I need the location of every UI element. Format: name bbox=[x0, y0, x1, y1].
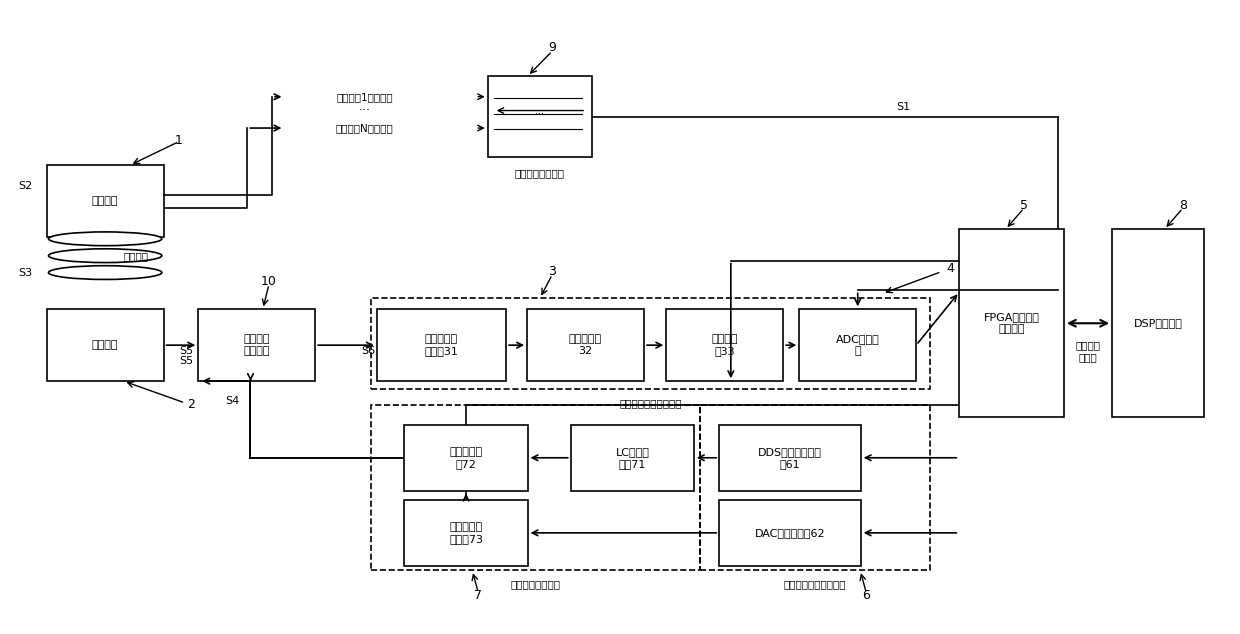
Text: S6: S6 bbox=[361, 346, 376, 356]
Text: 5: 5 bbox=[1021, 199, 1028, 212]
Bar bbox=[404, 500, 528, 566]
Bar bbox=[527, 309, 644, 381]
Text: 发射线圈1耦合信号: 发射线圈1耦合信号 bbox=[336, 92, 393, 102]
Text: 7: 7 bbox=[475, 589, 482, 602]
Text: 10: 10 bbox=[262, 275, 277, 288]
Ellipse shape bbox=[48, 249, 161, 262]
Ellipse shape bbox=[48, 232, 161, 245]
Text: 发射线圈: 发射线圈 bbox=[92, 197, 118, 206]
Text: 1: 1 bbox=[175, 134, 184, 146]
Text: 加法运算
电路模块: 加法运算 电路模块 bbox=[243, 334, 270, 356]
Text: 信号放大滤波调理模块: 信号放大滤波调理模块 bbox=[620, 398, 682, 408]
Bar bbox=[570, 425, 694, 491]
Text: S5: S5 bbox=[180, 356, 193, 366]
Text: 9: 9 bbox=[548, 41, 557, 55]
Bar bbox=[960, 230, 1064, 417]
Bar bbox=[377, 309, 506, 381]
Text: 带通滤波器
32: 带通滤波器 32 bbox=[569, 334, 603, 356]
Text: 相位补偿信号输出模块: 相位补偿信号输出模块 bbox=[784, 579, 847, 589]
Text: ···: ··· bbox=[536, 108, 544, 119]
Text: 数据及地
址总线: 数据及地 址总线 bbox=[1075, 340, 1101, 362]
Text: 地层介质: 地层介质 bbox=[124, 250, 149, 261]
Text: 低噪声放大
器72: 低噪声放大 器72 bbox=[449, 447, 482, 469]
Text: 低噪声滤波
放大器31: 低噪声滤波 放大器31 bbox=[424, 334, 459, 356]
Bar bbox=[719, 500, 861, 566]
Bar bbox=[371, 298, 930, 389]
Text: DAC数模转换器62: DAC数模转换器62 bbox=[755, 528, 826, 538]
Text: S5: S5 bbox=[179, 346, 193, 356]
Text: 8: 8 bbox=[1179, 199, 1187, 212]
Bar bbox=[800, 309, 916, 381]
Text: LC低通滤
波器71: LC低通滤 波器71 bbox=[615, 447, 650, 469]
Bar bbox=[719, 425, 861, 491]
Bar bbox=[666, 309, 784, 381]
Text: 程控运放
器33: 程控运放 器33 bbox=[712, 334, 738, 356]
Bar bbox=[1112, 230, 1204, 417]
Text: 2: 2 bbox=[187, 398, 196, 411]
Text: S4: S4 bbox=[224, 396, 239, 406]
Text: S2: S2 bbox=[17, 181, 32, 191]
Bar bbox=[701, 404, 930, 571]
Text: ···: ··· bbox=[358, 104, 371, 117]
Text: S1: S1 bbox=[897, 103, 910, 112]
Bar bbox=[47, 165, 164, 237]
Bar bbox=[487, 76, 593, 157]
Text: DDS数字频率合成
器61: DDS数字频率合成 器61 bbox=[758, 447, 822, 469]
Text: 增益调节控制模块: 增益调节控制模块 bbox=[511, 579, 560, 589]
Ellipse shape bbox=[48, 266, 161, 280]
Text: 参考信号切换模块: 参考信号切换模块 bbox=[515, 168, 565, 178]
Text: FPGA可编程门
阵列模块: FPGA可编程门 阵列模块 bbox=[983, 313, 1039, 334]
Text: 模拟开关电
阻网络73: 模拟开关电 阻网络73 bbox=[449, 522, 484, 544]
Bar bbox=[47, 309, 164, 381]
Text: S3: S3 bbox=[19, 268, 32, 278]
Text: 接收线圈: 接收线圈 bbox=[92, 340, 118, 350]
Text: ADC采样模
块: ADC采样模 块 bbox=[836, 334, 879, 356]
Text: 3: 3 bbox=[548, 266, 557, 278]
Text: 4: 4 bbox=[946, 262, 954, 275]
Text: DSP主控模块: DSP主控模块 bbox=[1133, 318, 1183, 328]
Text: ─: ─ bbox=[537, 94, 542, 103]
Text: 发射线圈N耦合信号: 发射线圈N耦合信号 bbox=[336, 123, 393, 133]
Bar bbox=[198, 309, 315, 381]
Bar bbox=[404, 425, 528, 491]
Text: 6: 6 bbox=[862, 589, 870, 602]
Bar bbox=[371, 404, 701, 571]
